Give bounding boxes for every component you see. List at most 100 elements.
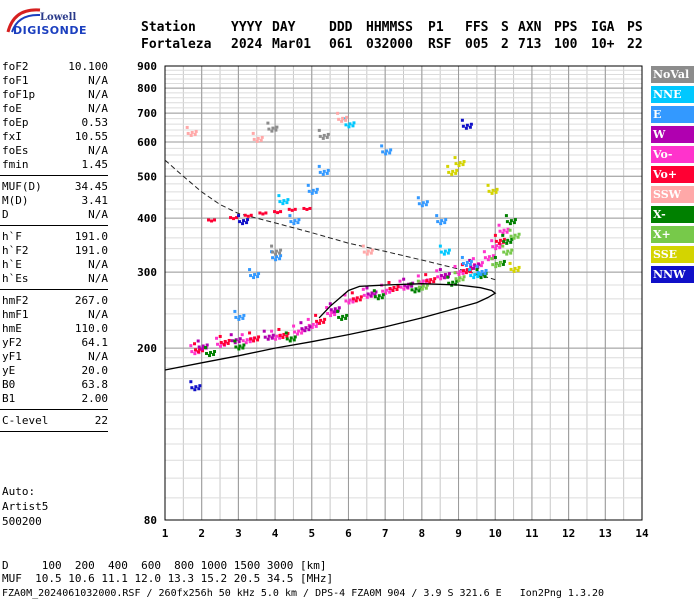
echo-point-nne	[344, 123, 348, 127]
echo-point-noval	[271, 250, 275, 254]
echo-point-vo	[311, 322, 315, 326]
echo-point-e	[253, 273, 257, 277]
echo-point-x	[453, 271, 457, 275]
echo-point-x	[502, 259, 506, 263]
echo-point-vo	[219, 340, 223, 344]
x-tick-label: 4	[272, 527, 279, 540]
echo-point-vo	[501, 231, 505, 235]
hdr-ffs: FFS	[465, 20, 489, 35]
echo-point-e	[322, 169, 326, 173]
echo-point-vo	[443, 276, 447, 280]
echo-point-ssw	[365, 252, 369, 256]
echo-point-w	[233, 341, 237, 345]
echo-point-nne	[438, 244, 442, 248]
param-key: B1	[2, 392, 16, 405]
param-key: foEs	[2, 144, 29, 157]
echo-point-vo	[457, 272, 461, 276]
echo-point-e	[435, 214, 439, 218]
echo-point-e	[420, 204, 424, 208]
echo-point-vo	[502, 228, 506, 232]
echo-point-vo	[216, 342, 220, 346]
param-fof2: foF2 10.100	[2, 60, 108, 74]
echo-point-vo	[193, 352, 197, 356]
echo-point-x	[380, 296, 384, 300]
y-tick-label: 500	[137, 170, 157, 183]
echo-point-vo	[359, 295, 363, 299]
echo-point-vo	[249, 337, 253, 341]
echo-point-w	[271, 333, 275, 337]
echo-point-w	[337, 306, 341, 310]
echo-point-vo	[458, 269, 462, 273]
x-tick-label: 1	[162, 527, 169, 540]
echo-point-x	[512, 221, 516, 225]
echo-point-w	[402, 277, 406, 281]
lowell-logo-icon	[6, 8, 41, 33]
echo-point-x	[417, 285, 421, 289]
echo-point-x	[510, 248, 514, 252]
hdr-s: S	[501, 20, 509, 35]
echo-point-second-hop	[258, 211, 262, 215]
echo-point-vo	[333, 313, 337, 317]
echo-point-vo	[395, 288, 399, 292]
param-key: fmin	[2, 158, 29, 171]
echo-point-vo	[344, 299, 348, 303]
echo-point-x	[381, 293, 385, 297]
echo-point-vo	[306, 317, 310, 321]
echo-point-vo	[325, 306, 329, 310]
param-fxi: fxI 10.55	[2, 130, 108, 144]
echo-point-vo	[461, 269, 465, 273]
y-tick-label: 700	[137, 107, 157, 120]
echo-point-vo	[468, 270, 472, 274]
echo-point-x	[484, 272, 488, 276]
echo-point-e	[248, 268, 252, 272]
echo-point-ssw	[186, 131, 190, 135]
param-key: foF1	[2, 74, 29, 87]
echo-point-e	[424, 203, 428, 207]
echo-point-vo	[282, 332, 286, 336]
y-tick-label: 600	[137, 136, 157, 149]
echo-point-vo	[248, 331, 252, 335]
echo-point-x	[446, 275, 450, 279]
echo-point-nnw	[242, 219, 246, 223]
echo-point-x	[501, 233, 505, 237]
echo-point-w	[270, 336, 274, 340]
echo-point-x	[501, 244, 505, 248]
echo-point-nne	[442, 252, 446, 256]
echo-point-second-hop	[308, 206, 312, 210]
echo-point-vo	[499, 243, 503, 247]
echo-point-noval	[317, 128, 321, 132]
param-fmin: fmin 1.45	[2, 158, 108, 172]
echo-point-w	[204, 346, 208, 350]
param-separator	[0, 431, 108, 432]
echo-point-w	[406, 285, 410, 289]
echo-point-x	[476, 274, 480, 278]
echo-point-w	[369, 294, 373, 298]
echo-point-x	[457, 279, 461, 283]
echo-point-e	[241, 316, 245, 320]
echo-point-w	[229, 333, 233, 337]
echo-point-x	[288, 339, 292, 343]
echo-point-ssw	[256, 136, 260, 140]
echo-point-second-hop	[213, 218, 217, 222]
echo-point-vo	[490, 239, 494, 243]
param-key: h`F2	[2, 244, 29, 257]
echo-point-x	[458, 276, 462, 280]
echo-point-w	[447, 272, 451, 276]
echo-point-noval	[267, 127, 271, 131]
echo-point-x	[506, 238, 510, 242]
val-ddd: 061	[329, 37, 353, 52]
echo-point-vo	[498, 229, 502, 233]
echo-point-sse	[486, 183, 490, 187]
echo-point-x	[506, 249, 510, 253]
echo-point-vo	[389, 287, 393, 291]
echo-point-vo	[193, 342, 197, 346]
echo-point-x	[461, 278, 465, 282]
echo-point-vo	[439, 277, 443, 281]
val-station: Fortaleza	[141, 37, 212, 52]
echo-point-vo	[460, 263, 464, 267]
param-key: h`F	[2, 230, 22, 243]
echo-point-vo	[318, 321, 322, 325]
echo-point-sse	[457, 164, 461, 168]
echo-point-sse	[461, 163, 465, 167]
echo-point-vo	[352, 297, 356, 301]
